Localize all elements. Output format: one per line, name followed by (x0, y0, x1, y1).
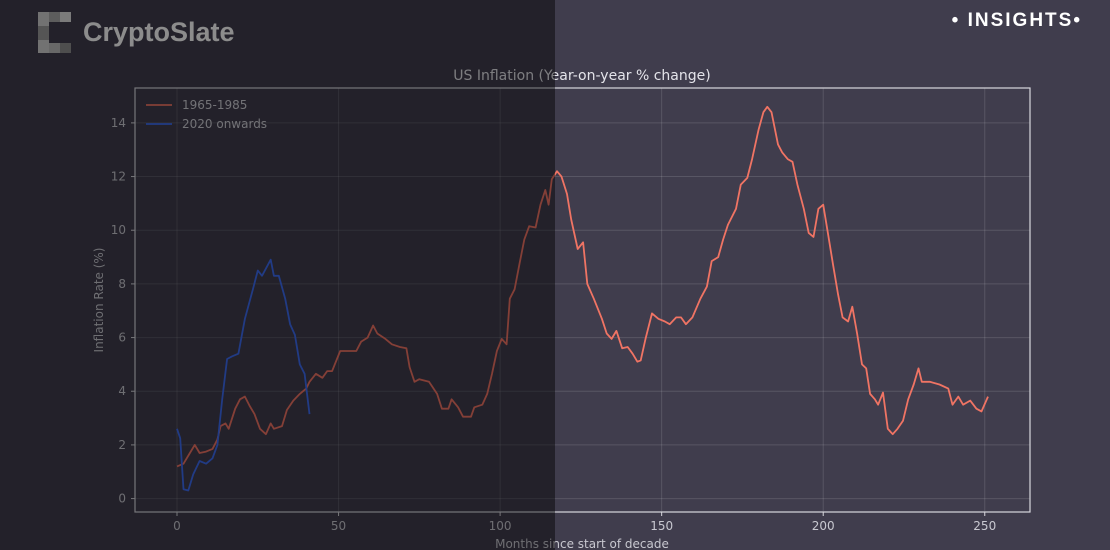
x-tick-label: 250 (973, 519, 996, 533)
y-tick-label: 6 (118, 331, 126, 345)
insights-label: INSIGHTS (967, 10, 1074, 31)
y-tick-label: 12 (111, 170, 126, 184)
x-tick-label: 200 (812, 519, 835, 533)
insights-badge: • INSIGHTS• (952, 10, 1082, 32)
y-tick-label: 2 (118, 438, 126, 452)
brand-name: CryptoSlate (83, 17, 235, 47)
brand-logo: CryptoSlate (38, 12, 235, 53)
x-axis-label: Months since start of decade (495, 537, 669, 550)
legend: 1965-1985 2020 onwards (146, 98, 267, 131)
ticks: 0 50 100 150 200 250 0 2 4 6 8 10 12 14 (111, 116, 996, 533)
x-tick-label: 0 (173, 519, 181, 533)
y-tick-label: 0 (118, 492, 126, 506)
series-line-1965 (176, 105, 989, 468)
y-tick-label: 8 (118, 277, 126, 291)
y-axis-label: Inflation Rate (%) (92, 248, 106, 353)
bullet-left: • (951, 10, 961, 31)
y-tick-label: 10 (111, 223, 126, 237)
plot-frame (134, 87, 1031, 513)
chart-title: US Inflation (Year-on-year % change) (453, 68, 710, 84)
legend-label-1965: 1965-1985 (182, 98, 247, 112)
series-lines (176, 105, 989, 492)
series-line-2020 (176, 258, 311, 492)
cryptoslate-logo-icon (38, 12, 71, 53)
legend-label-2020: 2020 onwards (182, 117, 267, 131)
x-tick-label: 100 (489, 519, 512, 533)
y-tick-label: 14 (111, 116, 126, 130)
x-tick-label: 50 (331, 519, 346, 533)
x-tick-label: 150 (650, 519, 673, 533)
grid (135, 88, 1030, 512)
bullet-right: • (1073, 10, 1082, 31)
y-tick-label: 4 (118, 384, 126, 398)
